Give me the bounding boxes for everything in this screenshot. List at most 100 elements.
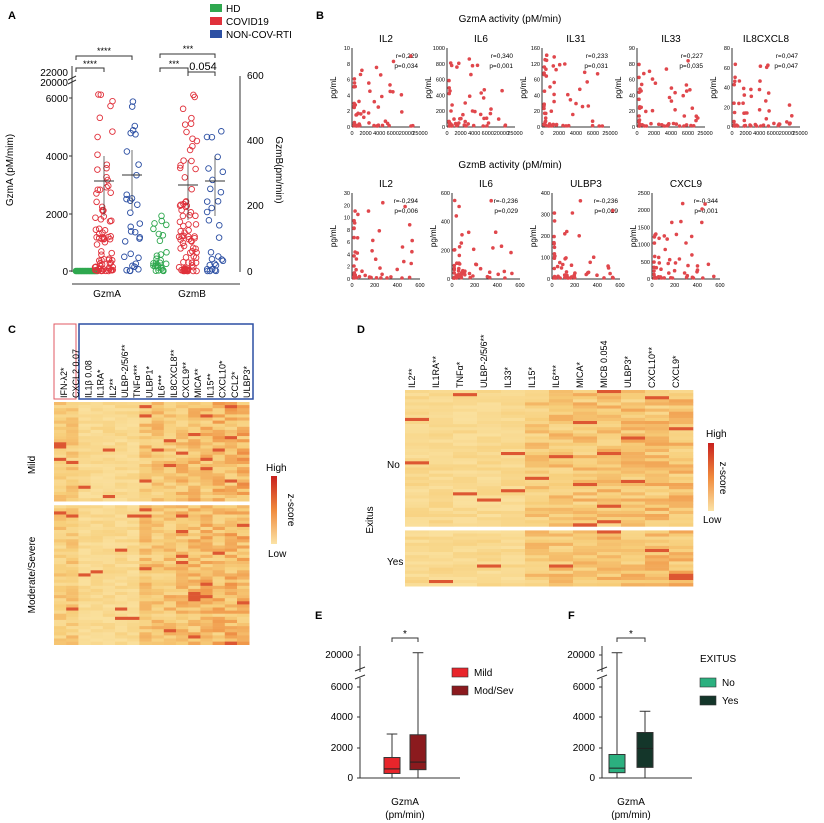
heat-cell bbox=[66, 402, 79, 406]
heat-cell bbox=[549, 492, 574, 496]
heat-cell bbox=[453, 504, 478, 509]
b-xtick: 0 bbox=[650, 283, 653, 289]
heat-cell bbox=[501, 510, 526, 515]
heat-cell bbox=[200, 573, 213, 577]
a-dot bbox=[180, 157, 187, 164]
heat-cell bbox=[188, 635, 201, 639]
a-dot bbox=[105, 256, 113, 264]
a-dot bbox=[92, 266, 100, 274]
heat-cell bbox=[429, 483, 454, 487]
heat-cell bbox=[429, 567, 454, 571]
a-dot bbox=[123, 191, 130, 198]
heat-cell bbox=[163, 479, 177, 483]
b-dot bbox=[509, 250, 513, 255]
heat-cell bbox=[115, 536, 128, 540]
heat-cell bbox=[645, 442, 670, 447]
heat-cell bbox=[90, 511, 104, 515]
heat-cell bbox=[501, 436, 526, 440]
a-dot bbox=[127, 228, 135, 235]
heat-cell bbox=[54, 632, 67, 636]
heat-cell bbox=[115, 436, 128, 440]
b-dot bbox=[653, 81, 658, 85]
b-xtick: 20000 bbox=[494, 131, 509, 137]
heat-cell bbox=[645, 396, 670, 400]
heat-cell bbox=[188, 533, 201, 537]
d-heatmap bbox=[405, 390, 694, 587]
heat-cell bbox=[78, 598, 91, 602]
heat-cell bbox=[597, 427, 622, 431]
heat-cell bbox=[54, 423, 67, 428]
heat-cell bbox=[90, 536, 104, 540]
heat-cell bbox=[66, 629, 79, 633]
heat-cell bbox=[163, 439, 177, 443]
heat-cell bbox=[127, 530, 140, 534]
b-dot bbox=[552, 240, 556, 245]
heat-cell bbox=[597, 445, 622, 450]
heat-cell bbox=[151, 561, 165, 565]
heat-cell bbox=[525, 390, 550, 394]
a-dot bbox=[155, 230, 163, 238]
heat-cell bbox=[163, 414, 177, 418]
heat-cell bbox=[429, 439, 454, 443]
c-col-header: ULBP1* bbox=[144, 365, 154, 398]
heat-cell bbox=[54, 420, 67, 424]
heat-cell bbox=[573, 408, 598, 412]
b-dot bbox=[559, 266, 564, 270]
heat-cell bbox=[66, 536, 79, 540]
heat-cell bbox=[78, 479, 91, 483]
b-dot bbox=[669, 276, 673, 280]
heat-cell bbox=[501, 476, 526, 481]
a-ltick: 22000 bbox=[40, 68, 68, 79]
a-dot bbox=[206, 261, 214, 269]
heat-cell bbox=[669, 430, 694, 434]
heat-cell bbox=[176, 464, 189, 468]
heat-cell bbox=[90, 576, 104, 580]
d-col-header: IL2** bbox=[407, 368, 417, 388]
heat-cell bbox=[66, 488, 79, 493]
heat-cell bbox=[669, 561, 694, 565]
b-dot bbox=[362, 115, 366, 120]
heat-cell bbox=[90, 626, 104, 630]
b-r: r=0,340 bbox=[491, 53, 514, 60]
a-dot bbox=[104, 176, 111, 184]
heat-cell bbox=[151, 564, 165, 568]
heat-cell bbox=[176, 520, 189, 525]
b-dot bbox=[469, 72, 473, 77]
b-dot bbox=[656, 275, 661, 279]
heat-cell bbox=[501, 393, 526, 397]
heat-cell bbox=[549, 467, 574, 471]
heat-cell bbox=[200, 511, 213, 515]
heat-cell bbox=[621, 483, 646, 487]
b-xtick: 2000 bbox=[739, 131, 751, 137]
b-ytick: 500 bbox=[641, 260, 650, 266]
heat-cell bbox=[102, 573, 116, 577]
heat-cell bbox=[669, 555, 694, 559]
heat-cell bbox=[66, 539, 79, 543]
heat-cell bbox=[224, 479, 238, 483]
heat-cell bbox=[151, 448, 165, 452]
a-dot bbox=[208, 204, 215, 212]
heat-cell bbox=[54, 576, 67, 580]
heat-cell bbox=[163, 607, 177, 611]
a-dot bbox=[94, 186, 102, 193]
heat-cell bbox=[200, 641, 213, 645]
heat-cell bbox=[151, 570, 165, 574]
heat-cell bbox=[188, 526, 201, 531]
heat-cell bbox=[90, 485, 104, 490]
heat-cell bbox=[477, 580, 502, 584]
d-col-header: IL1RA** bbox=[431, 355, 441, 388]
heat-cell bbox=[621, 583, 646, 587]
b-dot bbox=[400, 276, 404, 280]
heat-cell bbox=[453, 467, 478, 471]
heat-cell bbox=[102, 567, 116, 571]
heat-cell bbox=[102, 623, 116, 627]
b-dot bbox=[553, 254, 557, 258]
heat-cell bbox=[66, 545, 79, 549]
heat-cell bbox=[90, 530, 104, 534]
c-legend-bar bbox=[271, 476, 277, 544]
heat-cell bbox=[669, 523, 694, 527]
heat-cell bbox=[645, 445, 670, 450]
b-dot bbox=[388, 89, 393, 94]
heat-cell bbox=[621, 476, 646, 481]
